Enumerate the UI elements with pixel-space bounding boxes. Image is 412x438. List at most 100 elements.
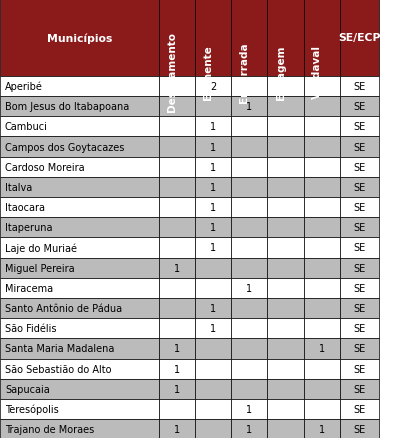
Bar xyxy=(267,218,304,238)
Bar xyxy=(340,0,379,77)
Bar xyxy=(0,157,159,177)
Text: 1: 1 xyxy=(210,243,216,253)
Text: SE: SE xyxy=(353,183,365,192)
Bar xyxy=(159,379,195,399)
Text: 1: 1 xyxy=(210,304,216,313)
Bar xyxy=(195,359,231,379)
Text: 1: 1 xyxy=(246,102,252,112)
Bar xyxy=(0,238,159,258)
Bar xyxy=(340,198,379,218)
Text: SE: SE xyxy=(353,203,365,212)
Bar xyxy=(0,117,159,137)
Text: Aperibé: Aperibé xyxy=(5,81,43,92)
Bar xyxy=(159,238,195,258)
Bar xyxy=(231,97,267,117)
Text: Italva: Italva xyxy=(5,183,32,192)
Text: SE: SE xyxy=(353,142,365,152)
Bar xyxy=(0,419,159,438)
Bar xyxy=(0,379,159,399)
Bar xyxy=(340,117,379,137)
Bar xyxy=(231,137,267,157)
Bar xyxy=(267,157,304,177)
Bar xyxy=(231,359,267,379)
Text: São Fidélis: São Fidélis xyxy=(5,324,56,333)
Bar xyxy=(159,117,195,137)
Bar xyxy=(304,379,340,399)
Text: Enchente: Enchente xyxy=(203,45,213,99)
Bar xyxy=(0,318,159,339)
Bar xyxy=(159,318,195,339)
Bar xyxy=(195,399,231,419)
Bar xyxy=(195,177,231,198)
Bar xyxy=(195,318,231,339)
Bar xyxy=(231,177,267,198)
Text: SE: SE xyxy=(353,162,365,172)
Bar xyxy=(0,177,159,198)
Bar xyxy=(267,238,304,258)
Bar xyxy=(231,258,267,278)
Bar xyxy=(231,298,267,318)
Bar xyxy=(195,278,231,298)
Bar xyxy=(267,339,304,359)
Bar xyxy=(0,97,159,117)
Bar xyxy=(304,77,340,97)
Bar xyxy=(340,157,379,177)
Text: 1: 1 xyxy=(210,162,216,172)
Bar xyxy=(0,298,159,318)
Text: Miguel Pereira: Miguel Pereira xyxy=(5,263,75,273)
Bar xyxy=(267,198,304,218)
Bar xyxy=(195,339,231,359)
Text: SE: SE xyxy=(353,404,365,414)
Bar xyxy=(231,238,267,258)
Text: Santo Antônio de Pádua: Santo Antônio de Pádua xyxy=(5,304,122,313)
Bar xyxy=(195,97,231,117)
Text: 1: 1 xyxy=(210,223,216,233)
Bar xyxy=(267,77,304,97)
Bar xyxy=(159,339,195,359)
Bar xyxy=(159,77,195,97)
Bar xyxy=(304,419,340,438)
Bar xyxy=(304,198,340,218)
Bar xyxy=(304,359,340,379)
Bar xyxy=(231,339,267,359)
Text: Itaperuna: Itaperuna xyxy=(5,223,52,233)
Text: SE: SE xyxy=(353,344,365,353)
Bar xyxy=(195,117,231,137)
Bar xyxy=(231,379,267,399)
Bar xyxy=(231,399,267,419)
Bar xyxy=(195,137,231,157)
Text: 1: 1 xyxy=(246,404,252,414)
Bar xyxy=(340,97,379,117)
Text: 1: 1 xyxy=(174,384,180,394)
Bar xyxy=(159,399,195,419)
Bar xyxy=(159,258,195,278)
Bar xyxy=(267,318,304,339)
Bar xyxy=(0,0,159,77)
Text: 1: 1 xyxy=(174,344,180,353)
Bar xyxy=(340,177,379,198)
Bar xyxy=(304,318,340,339)
Bar xyxy=(159,359,195,379)
Bar xyxy=(231,77,267,97)
Bar xyxy=(340,298,379,318)
Bar xyxy=(195,0,231,77)
Bar xyxy=(159,177,195,198)
Bar xyxy=(231,117,267,137)
Bar xyxy=(231,419,267,438)
Bar xyxy=(267,399,304,419)
Text: SE: SE xyxy=(353,324,365,333)
Bar xyxy=(267,97,304,117)
Bar xyxy=(159,198,195,218)
Text: São Sebastião do Alto: São Sebastião do Alto xyxy=(5,364,111,374)
Text: 1: 1 xyxy=(210,324,216,333)
Text: SE: SE xyxy=(353,283,365,293)
Bar xyxy=(304,117,340,137)
Bar xyxy=(340,238,379,258)
Bar xyxy=(0,77,159,97)
Text: SE: SE xyxy=(353,102,365,112)
Bar xyxy=(0,359,159,379)
Text: 1: 1 xyxy=(319,344,325,353)
Text: 1: 1 xyxy=(210,122,216,132)
Text: 1: 1 xyxy=(174,364,180,374)
Text: Estiagem: Estiagem xyxy=(276,45,286,99)
